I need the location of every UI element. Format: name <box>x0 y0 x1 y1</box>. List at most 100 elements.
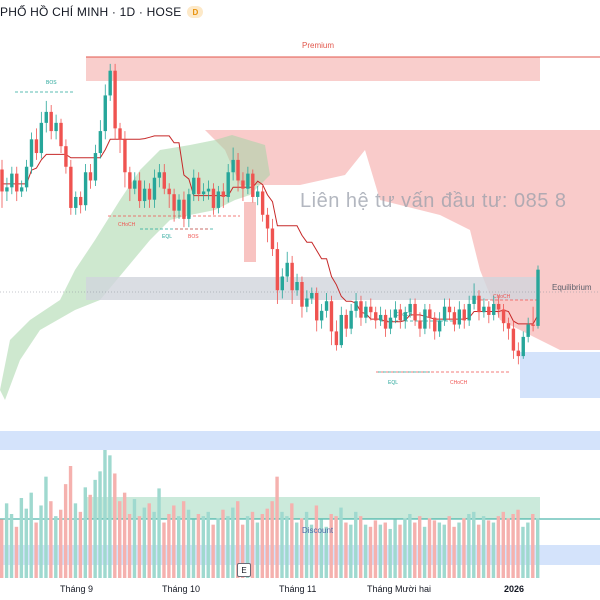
volume-bar <box>162 522 166 578</box>
candle <box>54 114 58 140</box>
structure-label: EQL <box>162 234 172 240</box>
symbol-title[interactable]: PHỐ HỒ CHÍ MINH · 1D · HOSE <box>0 5 182 19</box>
premium-zone <box>86 57 540 81</box>
candle <box>19 180 24 197</box>
candle <box>521 331 525 359</box>
volume-bar <box>54 516 58 578</box>
equilibrium-label: Equilibrium <box>552 283 592 292</box>
structure-label: CHoCH <box>118 222 136 228</box>
ichimoku-cloud-bullish <box>0 135 270 400</box>
timeframe-badge[interactable]: D <box>187 6 204 18</box>
volume-bar <box>172 505 176 578</box>
candle <box>142 180 147 208</box>
volume-bar <box>476 524 481 578</box>
candlesticks <box>0 63 540 365</box>
volume-bar <box>93 479 97 578</box>
candle <box>506 317 511 340</box>
volume-bar <box>393 519 397 578</box>
volume-bar <box>280 511 284 578</box>
volume-bar <box>103 450 107 578</box>
volume-bar <box>245 516 250 578</box>
candle <box>467 295 471 326</box>
structure-label: CHoCH <box>493 294 511 300</box>
volume-bar <box>339 507 343 578</box>
candle <box>275 242 280 304</box>
candle <box>334 320 339 351</box>
candle <box>324 292 329 318</box>
volume-bar <box>437 522 442 578</box>
candle <box>418 312 422 337</box>
volume-bar <box>309 524 314 578</box>
candle <box>226 164 230 203</box>
candle <box>182 191 186 228</box>
volume-bar <box>201 516 206 578</box>
watermark-text: Liên hệ tư vấn đầu tư: 085 8 <box>300 190 567 212</box>
x-tick-thang-muoi-hai: Tháng Mười hai <box>367 584 431 594</box>
candle <box>246 166 250 195</box>
candle <box>344 309 348 337</box>
volume-bar <box>88 494 92 578</box>
volume-bar <box>250 511 255 578</box>
candle <box>393 301 398 324</box>
discount-band-upper <box>0 431 600 450</box>
candle <box>319 303 324 329</box>
candle <box>408 298 412 318</box>
volume-bar <box>73 503 78 578</box>
volume-bar <box>177 516 181 578</box>
volume-bar <box>59 509 63 578</box>
volume-bar <box>211 524 215 578</box>
volume-bar <box>108 455 112 578</box>
candle <box>24 159 29 192</box>
candle <box>49 105 53 140</box>
volume-bar <box>181 501 186 578</box>
volume-bar <box>290 503 294 578</box>
volume-bar <box>186 509 191 578</box>
candle <box>69 159 73 215</box>
candle <box>83 164 88 211</box>
volume-bar <box>358 516 363 578</box>
volume-bar <box>24 508 28 578</box>
volume-bar <box>14 526 19 578</box>
volume-bar <box>147 503 151 578</box>
volume-bar <box>0 519 4 578</box>
volume-bar <box>432 520 437 578</box>
candle <box>364 301 368 324</box>
baseline-line <box>2 135 539 325</box>
volume-bar <box>265 508 269 578</box>
candle <box>152 169 157 208</box>
candle <box>354 292 358 318</box>
candle <box>108 63 112 101</box>
volume-bar <box>349 524 353 578</box>
candle <box>526 317 530 343</box>
candle <box>206 180 211 200</box>
volume-bar <box>383 522 387 578</box>
volume-bar <box>452 526 456 578</box>
candle <box>516 342 521 365</box>
candle <box>118 122 122 154</box>
volume-bar <box>531 514 535 578</box>
candle <box>359 295 363 326</box>
volume-bar <box>236 501 240 578</box>
candle <box>482 298 486 318</box>
candle <box>93 144 98 186</box>
candle <box>64 139 68 174</box>
volume-bar <box>496 516 501 578</box>
candle <box>457 301 462 329</box>
x-tick-thang-10: Tháng 10 <box>162 584 201 594</box>
candle <box>403 306 407 329</box>
volume-bar <box>511 514 515 578</box>
volume-bar <box>127 514 132 578</box>
x-tick-thang-9: Tháng 9 <box>60 584 94 594</box>
volume-bar <box>221 509 225 578</box>
candle <box>492 295 496 321</box>
candle <box>0 159 4 208</box>
events-button[interactable]: E <box>237 563 251 577</box>
volume-bar <box>240 524 245 578</box>
volume-bar <box>98 471 102 578</box>
x-tick-2026: 2026 <box>504 584 525 594</box>
volume-bar <box>167 514 171 578</box>
volume-bar <box>491 522 496 578</box>
candle <box>374 306 378 329</box>
volume-bar <box>137 516 142 578</box>
